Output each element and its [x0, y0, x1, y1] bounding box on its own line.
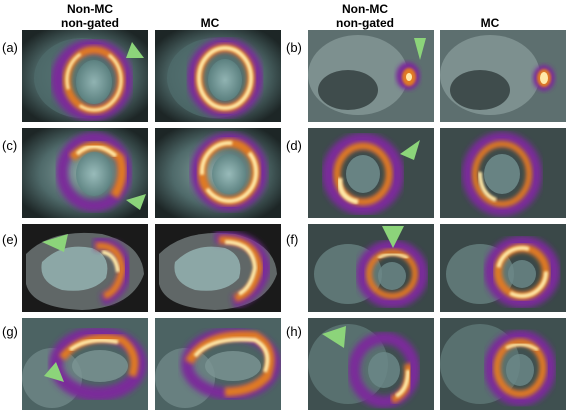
label-f: (f)	[286, 232, 299, 247]
arrow-icon	[126, 42, 144, 58]
arrow-icon	[126, 194, 146, 210]
label-c: (c)	[2, 138, 18, 153]
label-a: (a)	[2, 40, 18, 55]
label-e: (e)	[2, 232, 18, 247]
arrow-icon	[322, 326, 346, 348]
panel-h-nonmc	[308, 318, 434, 410]
panel-h-mc	[440, 318, 566, 410]
panel-g-mc	[155, 318, 281, 410]
arrow-icon	[400, 140, 420, 160]
arrow-icon	[42, 234, 68, 252]
panel-e-mc	[155, 224, 281, 312]
panel-b-mc	[440, 30, 566, 122]
header-left-nonmc: Non-MC non-gated	[61, 2, 119, 30]
arrow-icon	[414, 38, 426, 60]
arrow-icon	[44, 362, 64, 382]
label-b: (b)	[286, 40, 302, 55]
panel-d-mc	[440, 128, 566, 218]
panel-b-nonmc	[308, 30, 434, 122]
panel-f-nonmc	[308, 224, 434, 312]
header-right-mc: MC	[480, 16, 500, 30]
panel-c-nonmc	[22, 128, 148, 218]
panel-c-mc	[155, 128, 281, 218]
header-right-nonmc: Non-MC non-gated	[336, 2, 394, 30]
panel-d-nonmc	[308, 128, 434, 218]
label-h: (h)	[286, 324, 302, 339]
label-d: (d)	[286, 138, 302, 153]
panel-f-mc	[440, 224, 566, 312]
panel-g-nonmc	[22, 318, 148, 410]
panel-a-mc	[155, 30, 281, 122]
arrow-icon	[382, 226, 404, 248]
panel-e-nonmc	[22, 224, 148, 312]
label-g: (g)	[2, 324, 18, 339]
header-left-mc: MC	[200, 16, 220, 30]
panel-a-nonmc	[22, 30, 148, 122]
